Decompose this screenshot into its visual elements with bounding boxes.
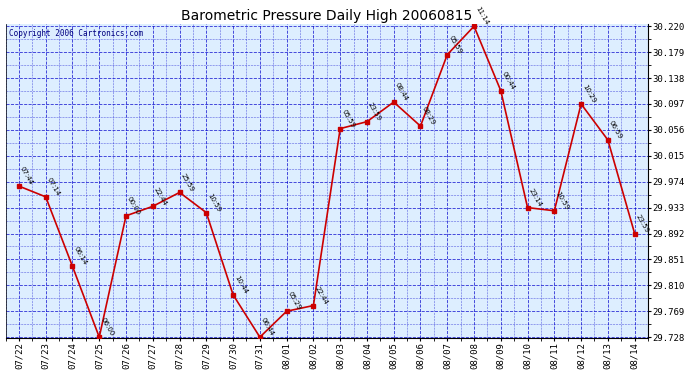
Text: 00:00: 00:00 [126, 195, 141, 216]
Text: 23:14: 23:14 [528, 187, 543, 208]
Text: 23:59: 23:59 [635, 213, 650, 234]
Text: 06:44: 06:44 [260, 317, 275, 337]
Title: Barometric Pressure Daily High 20060815: Barometric Pressure Daily High 20060815 [181, 9, 473, 23]
Text: 06:14: 06:14 [72, 246, 88, 266]
Text: 06:00: 06:00 [99, 316, 115, 337]
Text: 10:59: 10:59 [206, 192, 221, 213]
Text: 10:59: 10:59 [554, 190, 570, 211]
Text: 10:44: 10:44 [233, 274, 248, 295]
Text: 07:14: 07:14 [46, 176, 61, 197]
Text: 08:29: 08:29 [420, 105, 436, 126]
Text: 10:29: 10:29 [581, 83, 596, 104]
Text: 05:59: 05:59 [447, 34, 462, 55]
Text: 06:59: 06:59 [608, 120, 623, 140]
Text: 08:44: 08:44 [394, 82, 409, 102]
Text: 22:44: 22:44 [152, 186, 168, 206]
Text: 25:59: 25:59 [179, 172, 195, 192]
Text: 05:59: 05:59 [340, 108, 355, 129]
Text: Copyright 2006 Cartronics.com: Copyright 2006 Cartronics.com [9, 29, 143, 38]
Text: 22:44: 22:44 [313, 285, 328, 306]
Text: 05:29: 05:29 [286, 291, 302, 311]
Text: 07:44: 07:44 [19, 166, 34, 186]
Text: 00:44: 00:44 [501, 70, 516, 91]
Text: 11:14: 11:14 [474, 6, 489, 26]
Text: 23:59: 23:59 [367, 101, 382, 122]
